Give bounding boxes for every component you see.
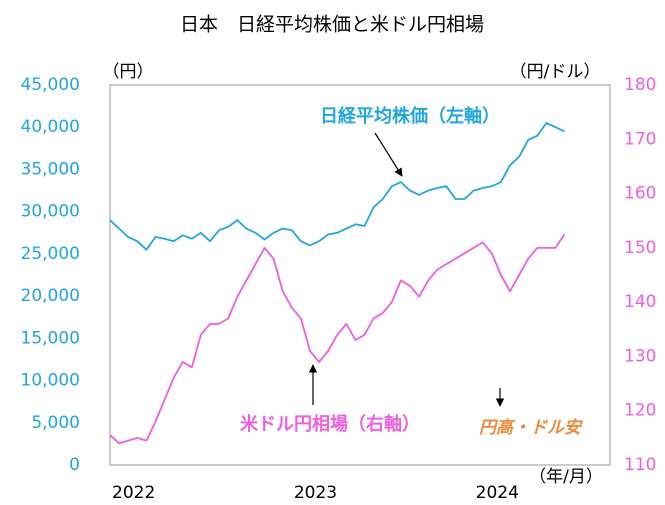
y2-tick-label: 170 xyxy=(624,129,656,149)
chart-title: 日本 日経平均株価と米ドル円相場 xyxy=(180,14,484,36)
x-tick-label: 2022 xyxy=(112,483,155,503)
y-tick-label: 0 xyxy=(69,455,80,475)
y-tick-label: 35,000 xyxy=(21,159,80,179)
y2-axis-label: （円/ドル） xyxy=(510,62,601,82)
series-line xyxy=(109,122,565,251)
y-tick-label: 40,000 xyxy=(21,117,80,137)
y-tick-label: 15,000 xyxy=(21,328,80,348)
annotation: 円高・ドル安 xyxy=(479,418,583,438)
y-tick-label: 10,000 xyxy=(21,371,80,391)
y2-tick-label: 140 xyxy=(624,292,656,312)
y-tick-label: 30,000 xyxy=(21,202,80,222)
series-annotation: 日経平均株価（左軸） xyxy=(320,105,500,127)
y2-tick-label: 110 xyxy=(624,455,656,475)
y-tick-label: 20,000 xyxy=(21,286,80,306)
y-tick-label: 25,000 xyxy=(21,244,80,264)
y2-tick-label: 120 xyxy=(624,401,656,421)
series-line xyxy=(109,233,566,445)
y2-tick-label: 160 xyxy=(624,184,656,204)
y-tick-label: 45,000 xyxy=(21,75,80,95)
x-tick-label: 2024 xyxy=(476,483,519,503)
y-tick-label: 5,000 xyxy=(31,413,80,433)
y2-tick-label: 180 xyxy=(624,75,656,95)
x-axis-label: （年/月） xyxy=(529,467,603,487)
plot-frame xyxy=(109,84,611,466)
y-axis-label: （円） xyxy=(103,62,154,82)
y2-tick-label: 130 xyxy=(624,346,656,366)
series-annotation: 米ドル円相場（右軸） xyxy=(240,413,420,435)
y2-tick-label: 150 xyxy=(624,238,656,258)
arrow xyxy=(374,132,403,177)
x-tick-label: 2023 xyxy=(294,483,337,503)
